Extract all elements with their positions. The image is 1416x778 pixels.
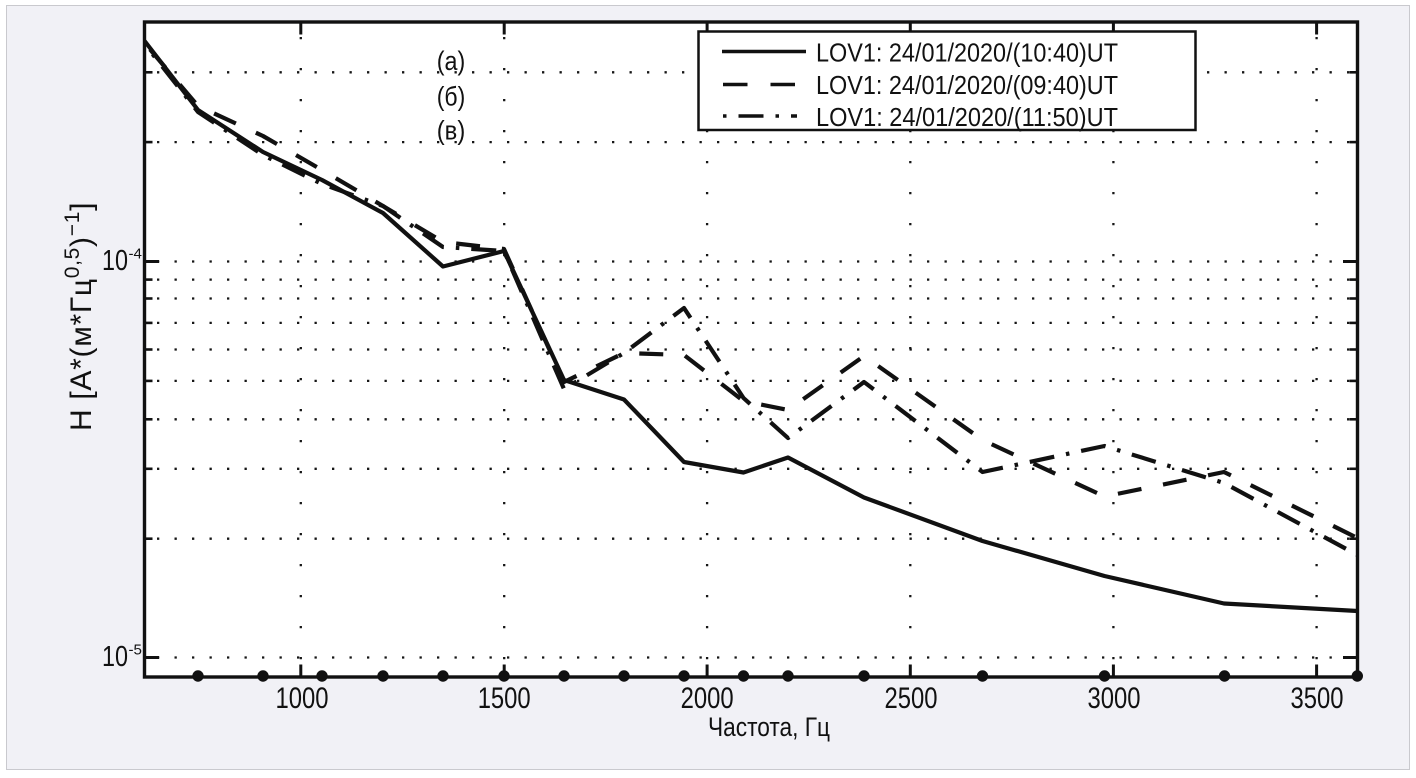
svg-text:3000: 3000 (1088, 682, 1141, 715)
svg-text:10: 10 (102, 245, 128, 277)
svg-text:LOV1: 24/01/2020/(10:40)UT: LOV1: 24/01/2020/(10:40)UT (816, 40, 1118, 68)
svg-text:2000: 2000 (681, 682, 734, 715)
svg-text:-4: -4 (129, 247, 143, 263)
svg-text:1500: 1500 (478, 682, 531, 715)
svg-text:10: 10 (102, 641, 128, 673)
svg-text:(в): (в) (437, 116, 466, 146)
svg-text:2500: 2500 (885, 682, 938, 715)
svg-text:Частота, Гц: Частота, Гц (708, 712, 830, 742)
svg-text:3500: 3500 (1291, 682, 1344, 715)
svg-text:1000: 1000 (276, 682, 329, 715)
svg-text:Н [А*(м*Гц0,5)−1]: Н [А*(м*Гц0,5)−1] (61, 202, 98, 431)
svg-text:LOV1: 24/01/2020/(11:50)UT: LOV1: 24/01/2020/(11:50)UT (816, 104, 1118, 132)
svg-text:(б): (б) (437, 82, 466, 112)
svg-text:(а): (а) (437, 46, 466, 76)
svg-text:LOV1: 24/01/2020/(09:40)UT: LOV1: 24/01/2020/(09:40)UT (816, 72, 1118, 100)
svg-text:-5: -5 (129, 643, 143, 659)
